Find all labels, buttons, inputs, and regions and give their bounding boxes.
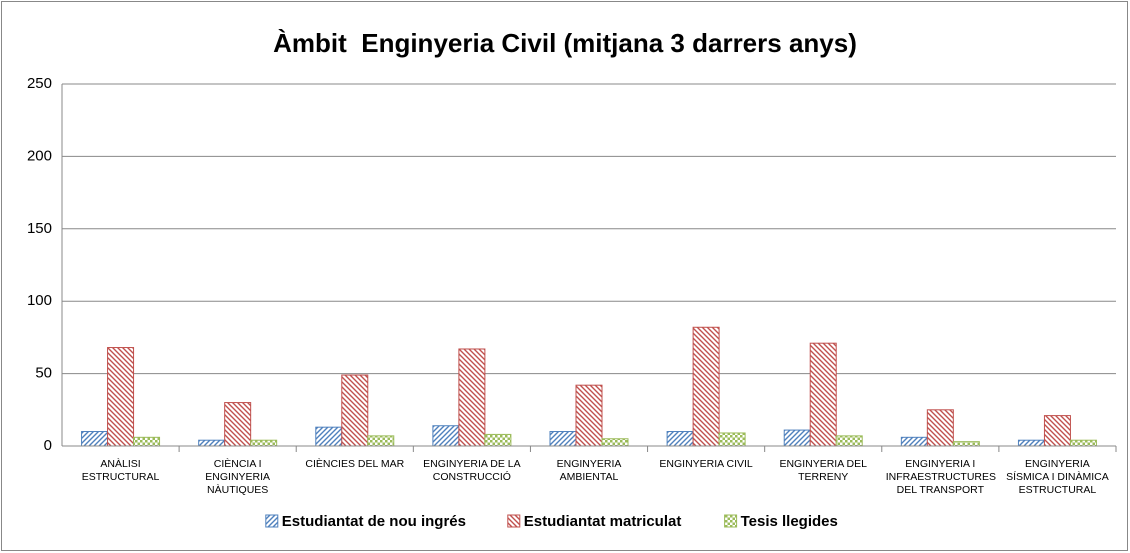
x-tick-label: ENGINYERIA DE LA CONSTRUCCIÓ [423, 458, 521, 483]
legend-label: Estudiantat de nou ingrés [282, 513, 466, 530]
x-tick-label: ENGINYERIA DEL TERRENY [779, 458, 867, 483]
legend-swatch [265, 514, 279, 528]
bar [718, 432, 746, 447]
bar [783, 429, 811, 447]
x-tick-label: ENGINYERIA I INFRAESTRUCTURES DEL TRANSP… [885, 458, 997, 496]
bar [575, 384, 603, 447]
bar [1043, 415, 1071, 447]
bar [549, 431, 577, 447]
bar [666, 431, 694, 447]
y-tick-label: 100 [27, 292, 52, 309]
bar [1017, 439, 1045, 447]
x-tick-label: CIÈNCIES DEL MAR [305, 458, 405, 470]
bar [835, 435, 863, 447]
bar [900, 436, 928, 447]
bar [432, 425, 460, 447]
bar [107, 347, 135, 447]
legend-swatch [507, 514, 521, 528]
bar [952, 441, 980, 447]
x-tick-label: ENGINYERIA SÍSMICA I DINÀMICA ESTRUCTURA… [1006, 458, 1109, 496]
bar [341, 374, 369, 447]
y-tick-label: 250 [27, 75, 52, 92]
bar [315, 426, 343, 447]
x-tick-label: ENGINYERIA CIVIL [659, 458, 753, 470]
bar [692, 326, 720, 447]
bar [484, 433, 512, 447]
legend-label: Tesis llegides [741, 513, 838, 530]
x-tick-label: CIÈNCIA I ENGINYERIA NÀUTIQUES [205, 458, 271, 496]
bar [458, 348, 486, 447]
legend-label: Estudiantat matriculat [524, 513, 682, 530]
bar [1069, 439, 1097, 447]
bar [81, 431, 109, 447]
bar [809, 342, 837, 447]
y-tick-label: 0 [44, 437, 52, 454]
legend-swatch [724, 514, 738, 528]
bar [198, 439, 226, 447]
bar [601, 438, 629, 447]
y-tick-label: 50 [35, 365, 52, 382]
bar [133, 436, 161, 447]
y-tick-label: 200 [27, 147, 52, 164]
x-tick-label: ENGINYERIA AMBIENTAL [556, 458, 622, 483]
x-tick-label: ANÀLISI ESTRUCTURAL [81, 458, 160, 483]
bar [926, 409, 954, 447]
bar [224, 402, 252, 447]
y-tick-label: 150 [27, 220, 52, 237]
bar [250, 439, 278, 447]
chart-title: Àmbit Enginyeria Civil (mitjana 3 darrer… [273, 28, 857, 58]
bar [367, 435, 395, 447]
